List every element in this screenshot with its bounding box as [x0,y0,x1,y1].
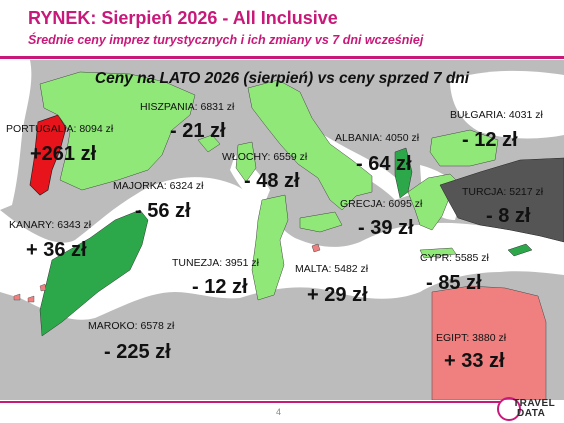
label-greece: GRECJA: 6095 zł [340,198,423,210]
label-canary: KANARY: 6343 zł [9,219,92,231]
country-egypt [431,285,547,400]
label-spain: HISZPANIA: 6831 zł [140,101,235,113]
logo-circle-icon [497,397,521,421]
page-number: 4 [276,407,282,417]
change-greece: - 39 zł [358,217,414,239]
country-cyprus [507,243,533,257]
change-turkey: - 8 zł [486,205,531,227]
mediterranean-map [0,60,564,400]
label-mallorca: MAJORKA: 6324 zł [113,180,204,192]
country-canary-3 [39,283,47,292]
label-malta: MALTA: 5482 zł [295,263,369,275]
logo-travel-text: TRAVEL [513,398,556,409]
country-portugal [29,114,67,196]
change-morocco: - 225 zł [104,341,171,363]
country-sardinia [235,141,257,183]
country-bulgaria [429,129,499,167]
change-malta: + 29 zł [307,284,368,306]
country-tunisia [251,194,289,301]
change-mallorca: - 56 zł [135,200,191,222]
change-tunisia: - 12 zł [192,276,248,298]
change-bulgaria: - 12 zł [462,129,518,151]
label-turkey: TURCJA: 5217 zł [462,186,544,198]
change-cyprus: - 85 zł [426,272,482,294]
country-turkey [439,157,564,243]
change-italy: - 48 zł [244,170,300,192]
sea-black [450,70,564,139]
change-spain: - 21 zł [170,120,226,142]
travel-data-logo: TRAVEL DATA [497,394,561,422]
logo-data-text: DATA [517,408,546,419]
country-morocco [39,209,149,337]
sea-atlantic [0,60,32,210]
label-portugal: PORTUGALIA: 8094 zł [6,123,114,135]
country-canary-2 [27,295,35,303]
change-portugal: +261 zł [30,143,97,165]
change-canary: + 36 zł [26,239,87,261]
map-drawing [0,60,564,400]
country-sicily [299,211,343,233]
country-crete [419,247,457,259]
page-subtitle: Średnie ceny imprez turystycznych i ich … [28,33,424,47]
footer-divider [0,401,500,403]
country-italy [247,79,373,211]
label-morocco: MAROKO: 6578 zł [88,320,175,332]
label-albania: ALBANIA: 4050 zł [335,132,420,144]
label-egypt: EGIPT: 3880 zł [436,332,507,344]
country-malta [311,243,321,253]
label-cyprus: CYPR: 5585 zł [420,252,489,264]
country-mallorca [197,134,221,153]
label-italy: WŁOCHY: 6559 zł [222,151,308,163]
country-canary-1 [13,293,21,301]
map-title: Ceny na LATO 2026 (sierpień) vs ceny spr… [94,70,470,87]
page-title: RYNEK: Sierpień 2026 - All Inclusive [28,8,338,28]
header-divider [0,56,564,59]
label-tunisia: TUNEZJA: 3951 zł [172,257,259,269]
country-spain [39,71,196,191]
change-egypt: + 33 zł [444,350,505,372]
change-albania: - 64 zł [356,153,412,175]
label-bulgaria: BUŁGARIA: 4031 zł [450,109,543,121]
